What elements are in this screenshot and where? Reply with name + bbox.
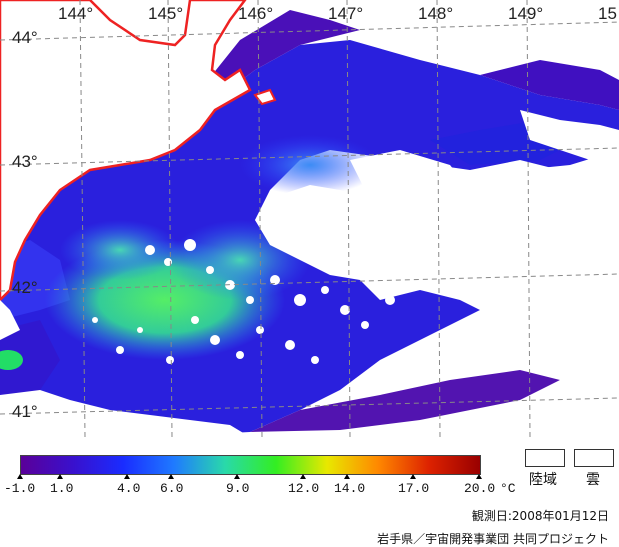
latitude-label: 41° [12,402,38,421]
tick-marker [344,474,350,479]
tick-marker [300,474,306,479]
cloud-specks [92,239,414,364]
colorbar-tick-label: 17.0 [398,481,430,496]
latitude-label: 42° [12,278,38,297]
longitude-label: 144° [58,4,94,23]
temperature-colorbar [20,455,481,475]
latitude-label: 43° [12,152,38,171]
cloud-region [0,185,619,437]
colorbar-tick-label: -1.0 [4,481,36,496]
colorbar-unit: °C [500,481,516,496]
observation-date: 観測日:2008年01月12日 [471,509,609,523]
tick-marker [168,474,174,479]
longitude-label: 148° [418,4,454,23]
sst-map: 144° 145° 146° 147° 148° 149° 15 44° 43°… [0,0,619,437]
colorbar-tick-label: 6.0 [160,481,184,496]
cloud-legend-label: 雲 [586,472,600,488]
latitude-label: 44° [12,28,38,47]
longitude-label: 146° [238,4,274,23]
longitude-label: 15 [598,4,617,23]
colorbar-tick-label: 1.0 [50,481,74,496]
colorbar-tick-label: 9.0 [226,481,250,496]
land-hokkaido [0,0,252,302]
colorbar-tick-label: 20.0 [464,481,496,496]
legend-panel: -1.0 1.0 4.0 6.0 9.0 12.0 14.0 17.0 20.0… [0,437,619,546]
sst-map-graphic [0,0,619,437]
graticule [0,0,619,437]
tick-marker [57,474,63,479]
land-legend-swatch [525,449,565,467]
tick-marker [124,474,130,479]
longitude-label: 149° [508,4,544,23]
tick-marker [234,474,240,479]
cloud-legend-swatch [574,449,614,467]
colorbar-tick-label: 4.0 [117,481,141,496]
colorbar-tick-label: 12.0 [288,481,320,496]
tick-marker [17,474,23,479]
land-legend-label: 陸域 [529,472,557,488]
tick-marker [476,474,482,479]
longitude-label: 145° [148,4,184,23]
colorbar-tick-label: 14.0 [334,481,366,496]
credit-text: 岩手県／宇宙開発事業団 共同プロジェクト [377,532,609,546]
longitude-label: 147° [328,4,364,23]
tick-marker [410,474,416,479]
